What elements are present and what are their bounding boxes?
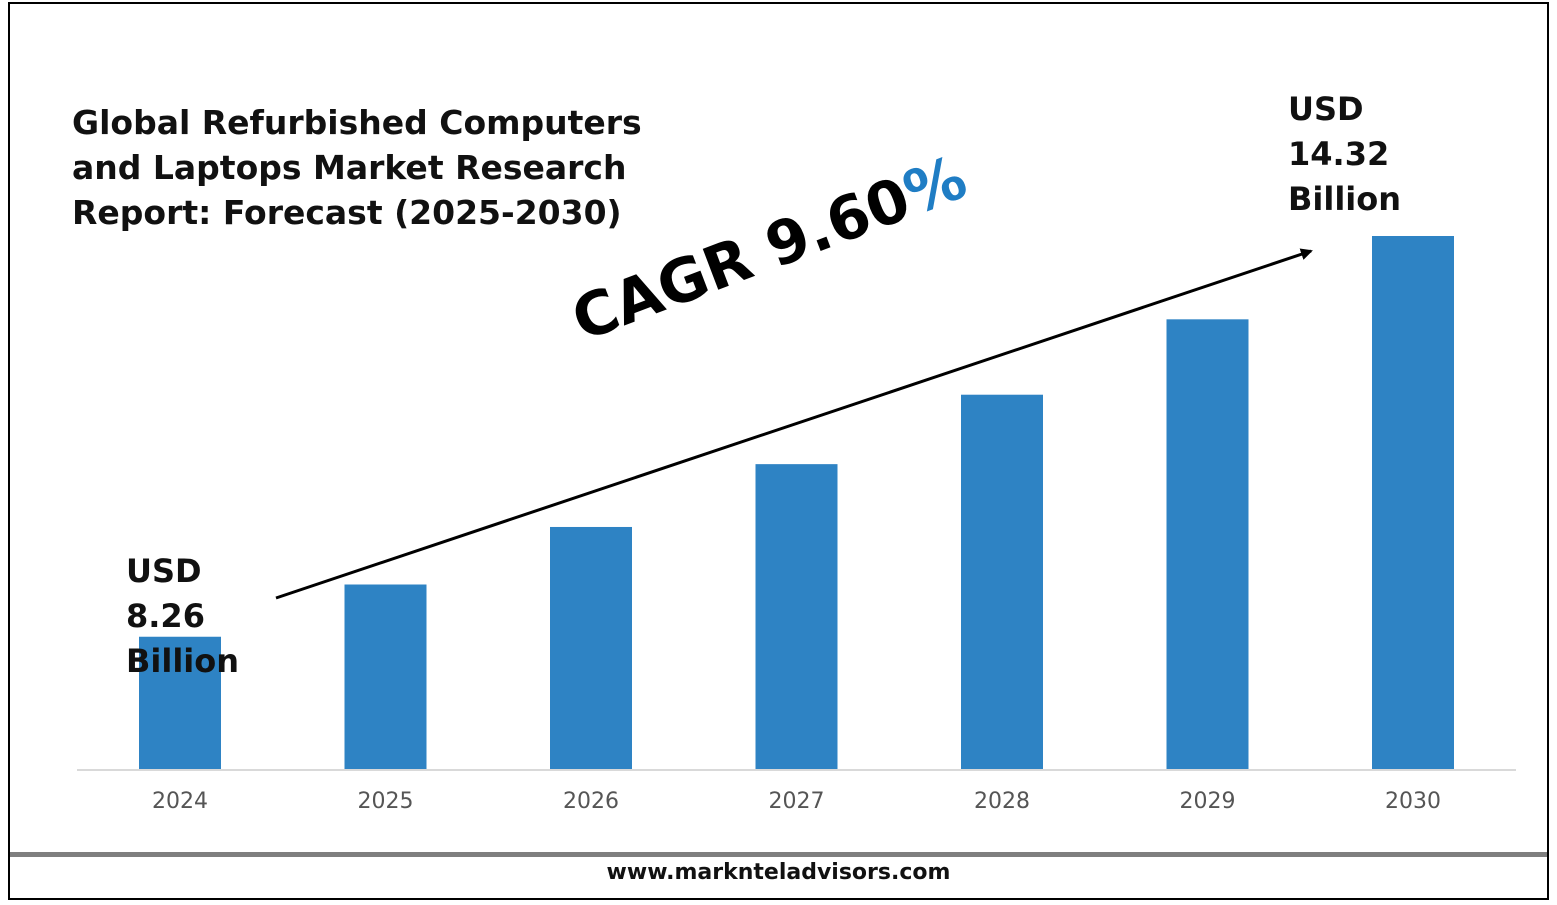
bar-2030 bbox=[1372, 236, 1454, 769]
bar-2024 bbox=[139, 636, 221, 769]
end-value-unit: Billion bbox=[1288, 180, 1402, 218]
bar-2026 bbox=[550, 526, 632, 769]
tick-labels-group: 2024 2025 2026 2027 2028 2029 2030 bbox=[152, 789, 1441, 814]
bars-group bbox=[139, 236, 1454, 769]
end-value-currency: USD bbox=[1288, 90, 1364, 128]
start-value-number: 8.26 bbox=[126, 597, 205, 635]
footer-divider bbox=[10, 852, 1547, 857]
x-tick-label-2029: 2029 bbox=[1180, 789, 1236, 814]
bar-2025 bbox=[344, 584, 427, 769]
bar-2028 bbox=[961, 394, 1043, 769]
cagr-trend-arrow bbox=[275, 248, 1313, 600]
end-value-label: USD 14.32 Billion bbox=[1288, 87, 1401, 222]
end-value-number: 14.32 bbox=[1288, 135, 1390, 173]
x-tick-label-2027: 2027 bbox=[769, 789, 825, 814]
footer-url: www.marknteladvisors.com bbox=[606, 860, 951, 885]
x-tick-label-2025: 2025 bbox=[358, 789, 414, 814]
x-tick-label-2024: 2024 bbox=[152, 789, 208, 814]
start-value-unit: Billion bbox=[126, 642, 240, 680]
bar-2029 bbox=[1166, 319, 1249, 769]
bar-2027 bbox=[755, 464, 838, 769]
chart-title: Global Refurbished Computers and Laptops… bbox=[72, 103, 642, 232]
x-tick-label-2026: 2026 bbox=[563, 789, 619, 814]
start-value-label: USD 8.26 Billion bbox=[126, 549, 239, 684]
x-tick-label-2028: 2028 bbox=[974, 789, 1030, 814]
start-value-currency: USD bbox=[126, 552, 202, 590]
x-tick-label-2030: 2030 bbox=[1385, 789, 1441, 814]
